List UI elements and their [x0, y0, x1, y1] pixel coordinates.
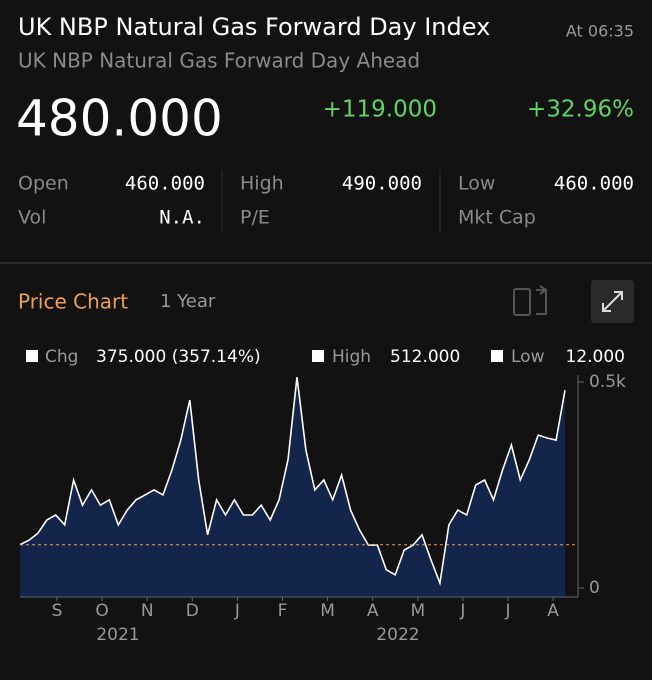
x-tick-label: J	[459, 601, 465, 621]
x-tick-label: J	[504, 601, 510, 621]
y-tick-label: 0.5k	[589, 372, 626, 392]
legend-label: Chg	[45, 347, 78, 367]
stat-label: Mkt Cap	[458, 207, 536, 229]
stat-label: Vol	[18, 207, 46, 229]
year-label: 2022	[376, 625, 419, 645]
x-tick-label: A	[367, 601, 379, 621]
legend-value: 512.000	[390, 347, 460, 367]
x-tick-label: D	[186, 601, 199, 621]
stat-label: Open	[18, 173, 69, 195]
period[interactable]: 1 Year	[160, 291, 216, 312]
x-tick-label: O	[95, 601, 108, 621]
stat-label: Low	[458, 173, 495, 195]
x-tick-label: S	[52, 601, 63, 621]
stat-value: 460.000	[554, 173, 634, 195]
legend-swatch	[26, 350, 38, 362]
legend-label: High	[332, 347, 371, 367]
stat-label: High	[240, 173, 284, 195]
legend-value: 375.000 (357.14%)	[96, 347, 261, 367]
title: UK NBP Natural Gas Forward Day Index	[18, 13, 490, 41]
stat-value: 460.000	[125, 173, 205, 195]
x-tick-label: J	[234, 601, 240, 621]
x-tick-label: N	[141, 601, 154, 621]
price: 480.000	[16, 90, 223, 148]
legend-swatch	[312, 350, 324, 362]
legend-label: Low	[511, 347, 545, 367]
change: +119.000	[323, 97, 437, 123]
y-tick-label: 0	[589, 578, 600, 598]
x-tick-label: A	[547, 601, 559, 621]
stat-value: N.A.	[159, 207, 205, 229]
legend-value: 12.000	[566, 347, 625, 367]
year-label: 2021	[96, 625, 139, 645]
line	[19, 377, 566, 587]
x-tick-label: F	[278, 601, 288, 621]
x-tick-label: M	[320, 601, 335, 621]
expand-button[interactable]	[591, 280, 634, 323]
time: At 06:35	[566, 22, 634, 41]
chart-title: Price Chart	[18, 290, 128, 314]
compare-icon[interactable]	[513, 285, 548, 316]
x-tick-label: M	[410, 601, 425, 621]
stat-value: 490.000	[342, 173, 422, 195]
area	[20, 377, 565, 597]
change-pct: +32.96%	[527, 97, 634, 123]
legend-swatch	[491, 350, 503, 362]
subtitle: UK NBP Natural Gas Forward Day Ahead	[18, 49, 420, 73]
stat-label: P/E	[240, 207, 270, 229]
